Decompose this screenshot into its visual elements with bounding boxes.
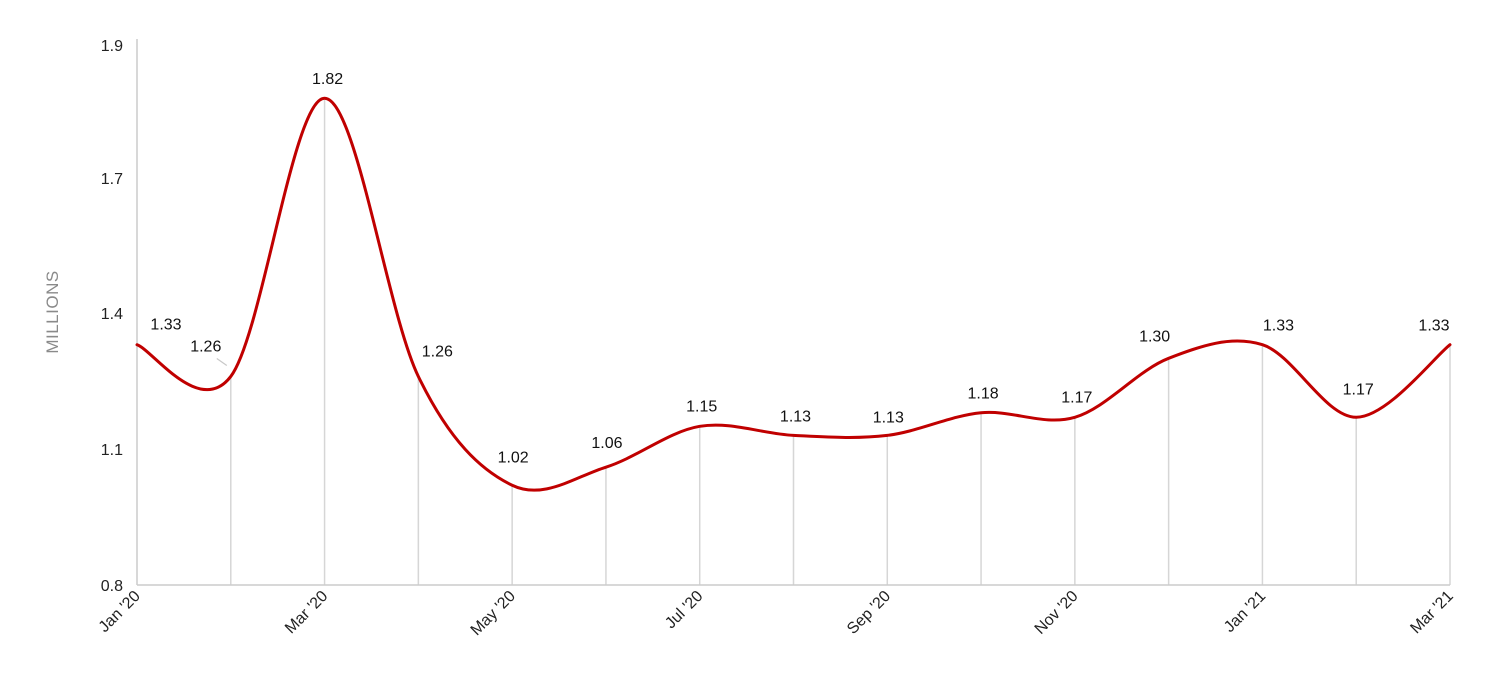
y-tick-label: 1.9 <box>101 38 123 55</box>
x-tick-label: Sep '20 <box>844 588 894 638</box>
y-tick-label: 1.7 <box>101 171 123 188</box>
data-label: 1.18 <box>968 386 999 403</box>
data-label: 1.15 <box>686 398 717 415</box>
series-line <box>135 96 1452 492</box>
data-label: 1.06 <box>591 435 622 452</box>
data-label: 1.17 <box>1343 381 1374 398</box>
x-tick-label: Mar '20 <box>282 588 331 637</box>
x-tick-label: Jul '20 <box>662 588 706 632</box>
y-axis-title: MILLIONS <box>43 270 62 353</box>
x-tick-label: Nov '20 <box>1032 588 1082 638</box>
y-tick-label: 1.4 <box>101 306 123 323</box>
data-label: 1.30 <box>1139 328 1170 345</box>
y-axis-ticks: 0.8 1.1 1.4 1.7 1.9 <box>101 38 123 595</box>
data-label: 1.33 <box>150 317 181 334</box>
data-label: 1.33 <box>1418 318 1449 335</box>
label-leader <box>216 357 228 366</box>
drop-lines <box>230 98 1451 585</box>
x-tick-label: Mar '21 <box>1407 588 1456 637</box>
axes <box>136 39 1450 586</box>
data-label: 1.17 <box>1061 389 1092 406</box>
data-label: 1.13 <box>780 408 811 425</box>
y-tick-label: 0.8 <box>101 578 123 595</box>
data-labels: 1.33 1.26 1.82 1.26 1.02 1.06 1.15 1.13 1.13 1.18… <box>150 71 1449 466</box>
data-label: 1.02 <box>498 449 529 466</box>
data-label: 1.26 <box>422 343 453 360</box>
x-axis-ticks: Jan '20 Mar '20 May '20 Jul '20 Sep '20 Nov '… <box>96 588 1457 639</box>
x-tick-label: Jan '21 <box>1221 588 1269 636</box>
label-leader-lines <box>216 357 228 366</box>
y-tick-label: 1.1 <box>101 442 123 459</box>
data-label: 1.33 <box>1263 318 1294 335</box>
data-label: 1.82 <box>312 71 343 88</box>
x-tick-label: May '20 <box>468 588 519 639</box>
data-label: 1.13 <box>873 409 904 426</box>
data-label: 1.26 <box>190 338 221 355</box>
